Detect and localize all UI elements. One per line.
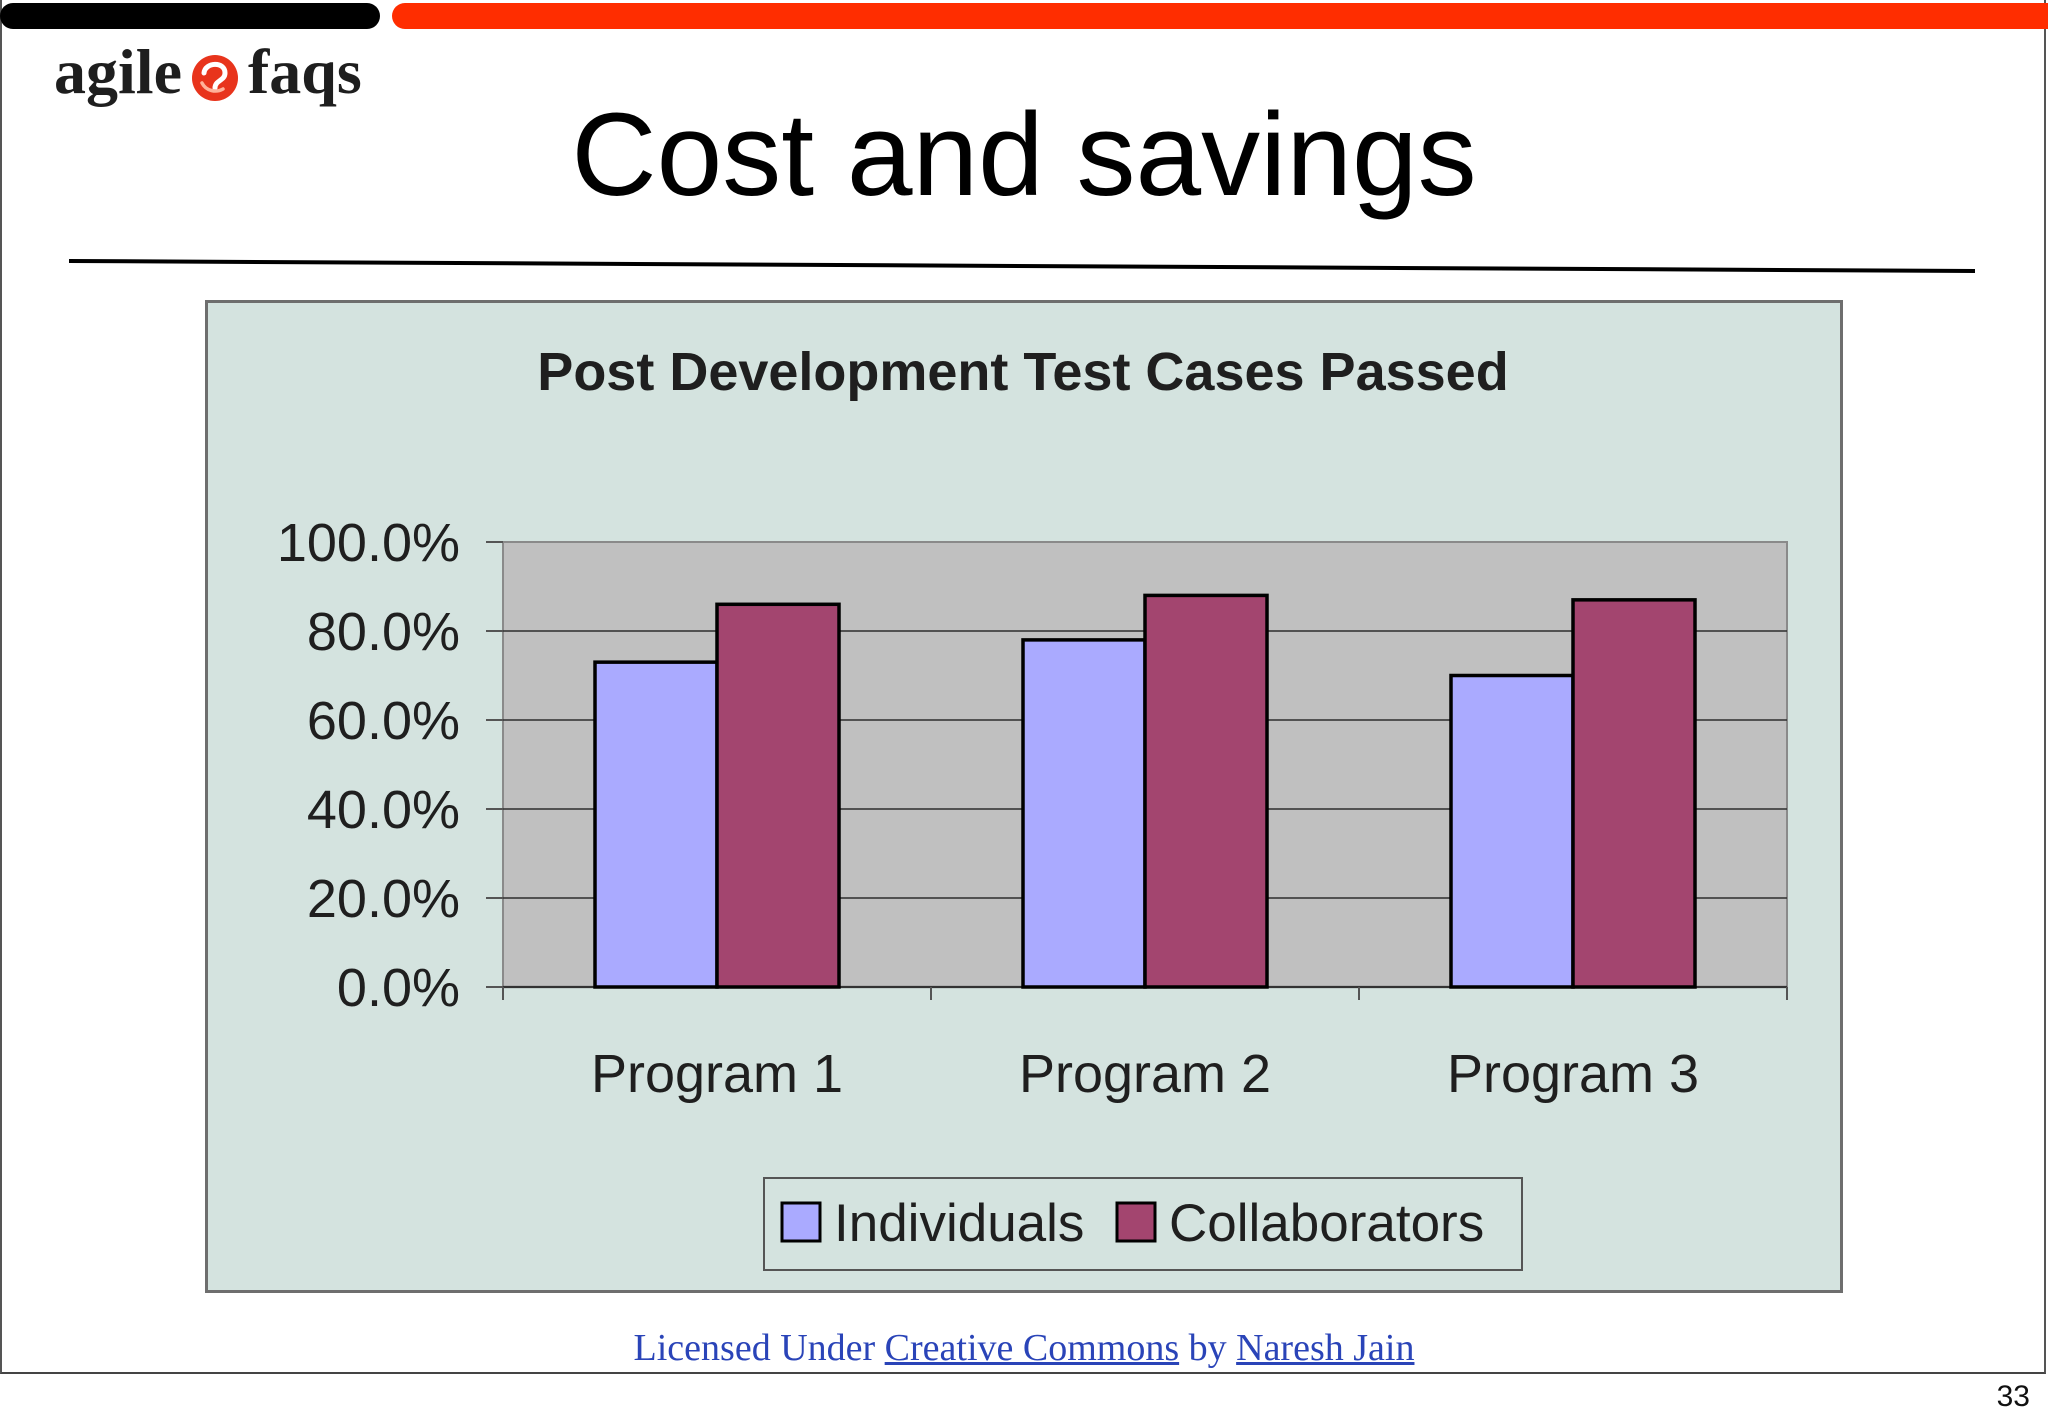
creative-commons-link[interactable]: Creative Commons	[884, 1327, 1180, 1369]
page-number: 33	[1996, 1380, 2030, 1413]
legend-swatch-individuals	[780, 1201, 822, 1243]
logo-right-word: faqs	[247, 36, 362, 107]
y-tick-label: 80.0%	[307, 602, 460, 662]
category-label-program-2: Program 2	[1019, 1044, 1271, 1104]
bar-collaborators-program-2	[1143, 593, 1269, 989]
bar-collaborators-program-1	[715, 602, 841, 989]
category-label-program-3: Program 3	[1447, 1044, 1699, 1104]
bar-collaborators-program-3	[1571, 598, 1697, 989]
y-tick-label: 60.0%	[307, 691, 460, 751]
bar-individuals-program-2	[1021, 638, 1147, 989]
y-tick-label: 20.0%	[307, 869, 460, 929]
swirl-logo-icon	[191, 55, 238, 102]
bar-individuals-program-3	[1449, 673, 1575, 989]
footer-connector: by	[1188, 1327, 1227, 1369]
category-label-program-1: Program 1	[591, 1044, 843, 1104]
slide-title: Cost and savings	[571, 89, 1477, 221]
author-link[interactable]: Naresh Jain	[1236, 1327, 1415, 1369]
slide-frame	[0, 0, 2046, 1374]
footer-prefix: Licensed Under	[633, 1327, 876, 1369]
chart-title: Post Development Test Cases Passed	[537, 342, 1508, 402]
bar-chart: Post Development Test Cases Passed 0.0% 20…	[205, 300, 1843, 1293]
legend-label-individuals: Individuals	[834, 1194, 1084, 1253]
title-divider	[68, 259, 1976, 273]
top-bar-accent	[392, 3, 2048, 29]
legend-label-collaborators: Collaborators	[1169, 1194, 1484, 1253]
license-footer: Licensed Under Creative Commons by Nares…	[0, 1326, 2048, 1370]
legend-swatch-collaborators	[1115, 1201, 1157, 1243]
legend-box	[763, 1177, 1523, 1271]
y-tick-label: 100.0%	[277, 513, 460, 573]
top-bar-dark	[0, 3, 380, 29]
bar-individuals-program-1	[593, 660, 719, 989]
logo-left-word: agile	[54, 36, 182, 107]
y-tick-label: 40.0%	[307, 780, 460, 840]
logo: agile faqs	[54, 40, 362, 104]
y-tick-label: 0.0%	[337, 958, 460, 1018]
